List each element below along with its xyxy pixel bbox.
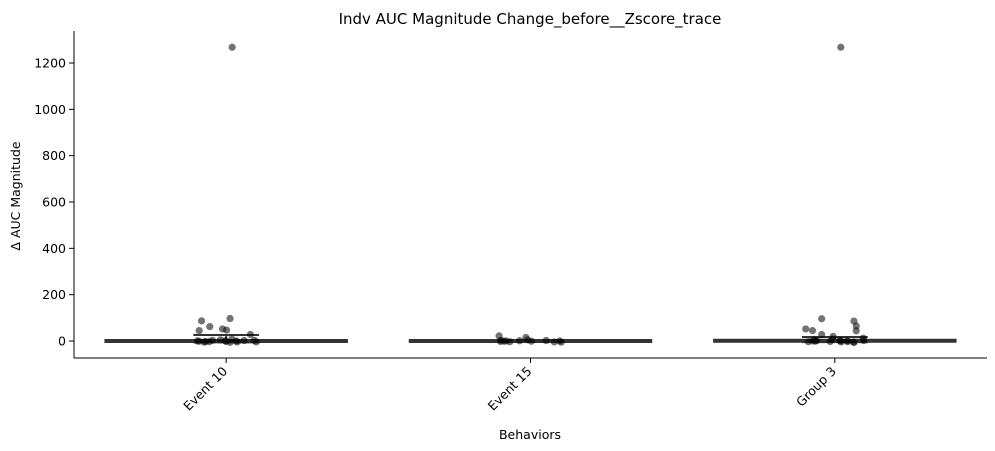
data-point (844, 338, 852, 346)
data-point (221, 337, 229, 345)
y-tick-label: 200 (42, 287, 66, 302)
y-tick-label: 400 (42, 241, 66, 256)
data-point (246, 330, 255, 339)
data-point (550, 338, 558, 346)
data-point (195, 326, 203, 335)
plot-area (104, 43, 957, 346)
data-point (813, 336, 821, 345)
data-point (808, 326, 817, 335)
data-point (252, 338, 260, 346)
data-point (826, 337, 834, 346)
data-point (557, 338, 565, 346)
data-point (222, 326, 231, 334)
data-point (850, 338, 858, 346)
data-point (240, 336, 248, 345)
x-tick-label: Event 15 (485, 364, 535, 414)
data-point (197, 317, 206, 325)
data-point (804, 338, 813, 346)
x-tick-label: Group 3 (793, 364, 839, 410)
data-point (193, 337, 201, 345)
x-axis-ticks: Event 10 Event 15 Group 3 (180, 358, 839, 414)
category-group (408, 332, 653, 346)
y-tick-label: 1200 (34, 56, 66, 71)
y-axis-title: Δ AUC Magnitude (8, 141, 23, 250)
y-tick-label: 0 (58, 334, 66, 349)
y-tick-label: 1000 (34, 102, 66, 117)
data-point (802, 325, 810, 333)
data-point (852, 327, 860, 335)
chart-title: Indv AUC Magnitude Change_before__Zscore… (339, 10, 722, 29)
x-axis-title: Behaviors (499, 427, 561, 442)
data-point (860, 336, 868, 345)
data-point (837, 43, 845, 51)
data-point (206, 323, 214, 331)
data-point (818, 315, 826, 323)
data-point (836, 337, 845, 345)
data-point (515, 337, 524, 345)
y-axis-ticks: 0 200 400 600 800 1000 1200 (34, 56, 74, 349)
category-group (104, 43, 348, 346)
data-point (228, 43, 236, 51)
data-point (527, 337, 536, 345)
category-group (713, 43, 957, 346)
data-point (542, 336, 550, 345)
data-point (201, 337, 210, 346)
y-tick-label: 600 (42, 195, 66, 210)
data-point (226, 314, 234, 323)
x-tick-label: Event 10 (180, 363, 230, 413)
data-point (502, 337, 510, 345)
data-point (818, 330, 826, 339)
y-tick-label: 800 (42, 148, 66, 163)
data-point (233, 338, 241, 346)
data-point (496, 337, 505, 346)
